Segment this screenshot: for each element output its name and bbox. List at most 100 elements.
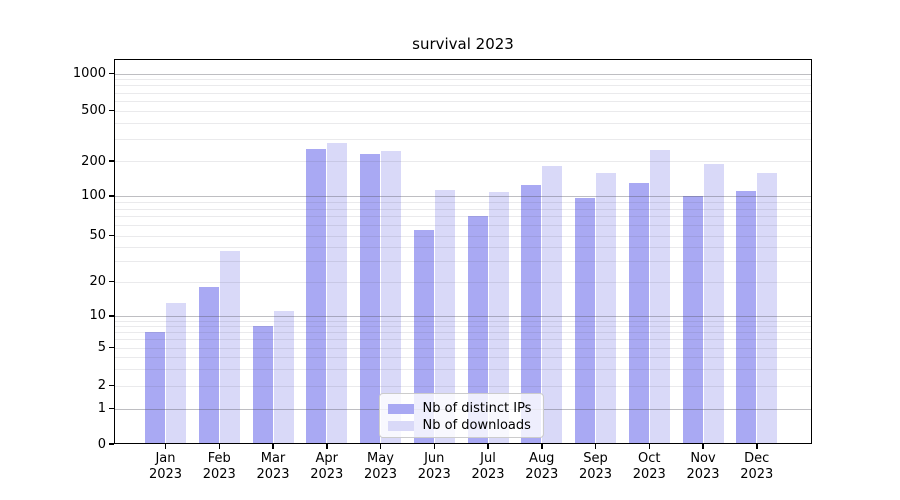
x-tick-label: Feb 2023: [179, 451, 259, 482]
gridline-minor: [114, 225, 812, 227]
x-tick-label: Aug 2023: [502, 451, 582, 482]
y-tick-mark: [109, 443, 114, 445]
y-tick-mark: [109, 384, 114, 387]
x-tick-month: Jul: [480, 451, 496, 466]
bar-downloads: [381, 150, 401, 444]
bar-downloads: [703, 164, 724, 444]
bar-downloads: [273, 311, 294, 444]
x-tick-month: Sep: [583, 451, 608, 466]
x-tick-label: Jan 2023: [126, 451, 206, 482]
x-tick-mark: [594, 444, 597, 449]
y-tick-label: 10: [89, 308, 106, 324]
x-tick-year: 2023: [256, 466, 290, 482]
gridline-minor: [114, 161, 812, 162]
y-tick-label: 0: [97, 436, 106, 452]
bar-distinct-ips: [413, 230, 434, 444]
y-tick-label: 1: [97, 401, 106, 416]
y-tick-label: 2: [97, 378, 106, 393]
x-tick-year: 2023: [417, 466, 451, 482]
legend-row: Nb of distinct IPs: [387, 400, 535, 417]
bar-downloads: [219, 250, 240, 444]
gridline-major: [114, 73, 812, 75]
x-tick-month: Feb: [207, 451, 231, 466]
x-tick-label: May 2023: [341, 451, 421, 482]
x-tick-label: Jul 2023: [448, 451, 528, 482]
bar-distinct-ips: [198, 286, 219, 444]
chart-title: survival 2023: [412, 35, 514, 53]
x-tick-month: Apr: [315, 451, 339, 466]
legend-swatch-distinct-ips: [387, 403, 414, 414]
x-tick-month: May: [367, 451, 394, 466]
y-tick-label: 20: [89, 274, 106, 289]
x-tick-mark: [648, 444, 650, 449]
bar-distinct-ips: [467, 216, 488, 444]
gridline-minor: [114, 208, 812, 210]
bar-distinct-ips: [736, 190, 757, 444]
x-tick-month: Jan: [155, 451, 176, 466]
gridline-minor: [114, 201, 812, 203]
gridline-minor: [114, 100, 812, 102]
gridline-minor: [114, 339, 812, 341]
y-tick-label: 200: [81, 153, 106, 169]
x-tick-year: 2023: [202, 466, 236, 482]
x-tick-mark: [218, 444, 220, 449]
legend: Nb of distinct IPs Nb of downloads: [378, 393, 544, 438]
y-tick-mark: [109, 407, 114, 410]
y-tick-mark: [109, 109, 114, 112]
x-tick-mark: [433, 444, 435, 449]
bar-downloads: [166, 302, 186, 444]
x-tick-mark: [326, 444, 328, 449]
gridline-minor: [114, 347, 812, 349]
x-tick-label: Dec 2023: [717, 451, 797, 482]
gridline-minor: [114, 261, 812, 263]
x-tick-label: Sep 2023: [556, 451, 636, 482]
gridline-minor: [114, 235, 812, 237]
gridline-minor: [114, 216, 812, 218]
x-tick-mark: [272, 444, 274, 449]
gridline-minor: [114, 79, 812, 81]
gridline-minor: [114, 332, 812, 334]
x-tick-year: 2023: [740, 466, 774, 482]
bar-distinct-ips: [306, 148, 327, 444]
gridline-minor: [114, 122, 812, 124]
x-tick-month: Mar: [260, 451, 286, 466]
x-tick-mark: [702, 444, 704, 449]
bar-downloads: [757, 172, 778, 444]
x-tick-year: 2023: [578, 466, 613, 482]
y-tick-mark: [109, 195, 114, 197]
gridline-minor: [114, 110, 812, 112]
x-tick-year: 2023: [632, 466, 666, 482]
x-tick-month: Jun: [424, 451, 445, 466]
bar-downloads: [488, 192, 509, 444]
gridline-minor: [114, 281, 812, 283]
gridline-major: [114, 195, 812, 197]
bar-distinct-ips: [145, 332, 165, 444]
bar-downloads: [434, 189, 455, 444]
gridline-minor: [114, 368, 812, 370]
gridline-major: [114, 315, 812, 317]
y-tick-mark: [109, 280, 114, 283]
x-tick-month: Aug: [529, 451, 555, 466]
y-tick-label: 100: [81, 188, 106, 204]
legend-row: Nb of downloads: [387, 417, 535, 434]
x-tick-month: Nov: [690, 451, 716, 466]
bar-distinct-ips: [360, 153, 380, 444]
x-tick-mark: [379, 444, 382, 449]
bar-downloads: [596, 172, 616, 444]
x-tick-month: Oct: [638, 451, 661, 466]
x-tick-month: Dec: [744, 451, 770, 466]
y-tick-label: 1000: [72, 66, 106, 81]
x-tick-mark: [164, 444, 167, 449]
gridline-minor: [114, 138, 812, 140]
x-tick-label: Nov 2023: [663, 451, 743, 482]
gridline-minor: [114, 385, 812, 387]
gridline-minor: [114, 92, 812, 94]
bar-distinct-ips: [575, 198, 595, 444]
x-tick-year: 2023: [686, 466, 720, 482]
legend-label: Nb of distinct IPs: [422, 401, 532, 416]
bar-downloads: [649, 150, 670, 444]
x-tick-label: Jun 2023: [394, 451, 474, 482]
gridline-minor: [114, 356, 812, 358]
bar-distinct-ips: [521, 185, 542, 444]
